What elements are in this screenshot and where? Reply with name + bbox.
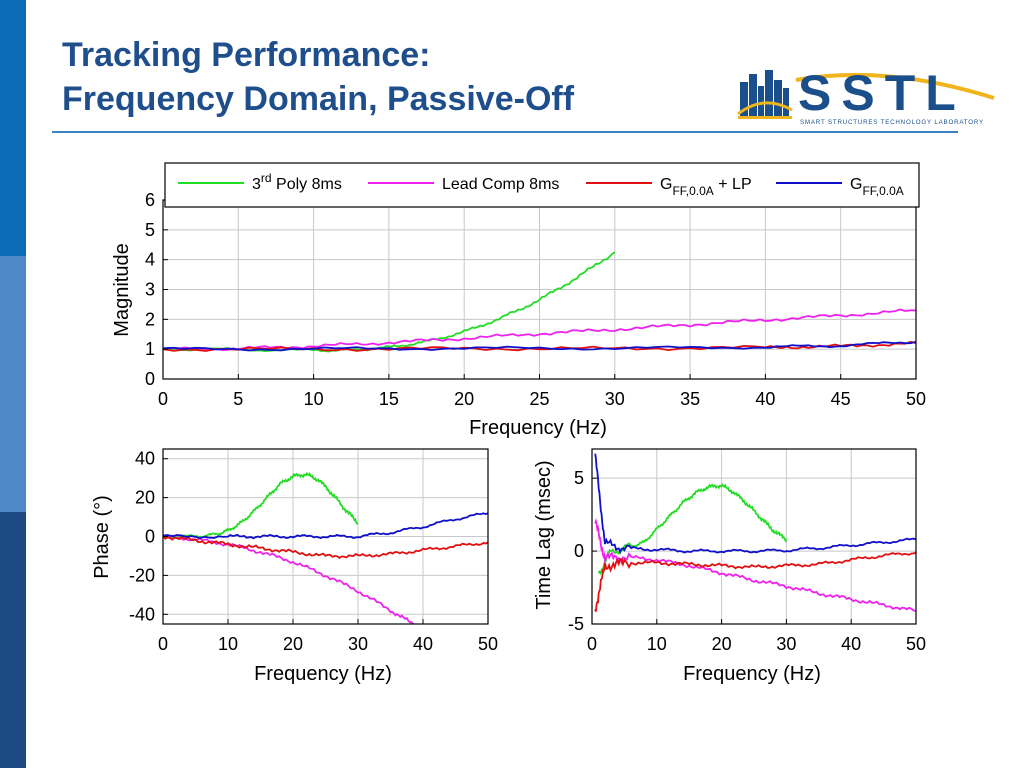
plot-area [592,449,916,624]
slide-title-line-1: Tracking Performance: [62,36,431,74]
sidebar-band-bottom [0,512,26,768]
y-axis-label: Phase (°) [91,495,113,579]
y-tick-label: 40 [135,449,155,469]
series-line-3 [594,551,916,612]
series-line-1 [597,483,788,576]
y-tick-label: 5 [574,468,584,488]
series-line-1 [163,471,359,539]
sidebar-decoration [0,0,26,768]
series-line-3 [163,535,488,559]
x-tick-label: 45 [831,389,851,409]
logo-tagline: SMART STRUCTURES TECHNOLOGY LABORATORY [800,119,984,126]
series-line-4 [163,340,916,352]
legend-box [164,162,920,208]
legend-label-2: Lead Comp 8ms [442,176,559,193]
x-tick-label: 20 [454,389,474,409]
x-tick-label: 30 [605,389,625,409]
y-tick-label: 5 [145,220,155,240]
x-tick-label: 0 [158,634,168,654]
sstl-logo: SSTL SMART STRUCTURES TECHNOLOGY LABORAT… [737,65,995,126]
series-line-2 [163,534,414,624]
x-tick-label: 50 [906,634,926,654]
y-tick-label: 3 [145,280,155,300]
x-tick-label: 40 [755,389,775,409]
legend-label-1: 3rd Poly 8ms [252,171,342,193]
legend-label-3: GFF,0.0A + LP [660,176,752,198]
x-tick-label: 30 [348,634,368,654]
sidebar-band-middle [0,256,26,512]
y-tick-label: 1 [145,339,155,359]
x-tick-label: 0 [158,389,168,409]
x-tick-label: 10 [218,634,238,654]
y-axis-label: Time Lag (msec) [533,460,555,609]
plot-frame [591,448,917,625]
y-tick-label: 0 [145,527,155,547]
x-tick-label: 40 [413,634,433,654]
chart-2: 0 10 20 30 40 50 -40 -20 0 20 40 Frequency (Hz) Phas… [91,448,498,685]
x-tick-label: 10 [304,389,324,409]
skyline-bridge-icon [737,70,793,119]
x-tick-label: 50 [906,389,926,409]
y-tick-label: 0 [145,369,155,389]
slide-title: Tracking Performance: Frequency Domain, … [62,33,574,121]
y-axis-label: Magnitude [111,243,133,336]
x-axis-label: Frequency (Hz) [683,663,821,685]
title-divider [52,131,958,133]
y-tick-label: -40 [129,604,155,624]
x-tick-label: 5 [233,389,243,409]
x-tick-label: 10 [647,634,667,654]
logo-wordmark: SSTL [798,65,966,121]
slide-title-line-2: Frequency Domain, Passive-Off [62,80,575,118]
x-tick-label: 30 [776,634,796,654]
y-tick-label: -5 [568,614,584,634]
x-tick-label: 20 [712,634,732,654]
x-axis-label: Frequency (Hz) [254,663,392,685]
y-tick-label: 6 [145,190,155,210]
chart-legend: 3rd Poly 8ms Lead Comp 8ms GFF,0.0A + LP GF… [164,162,920,208]
x-tick-label: 40 [841,634,861,654]
y-tick-label: 0 [574,541,584,561]
legend-label-4: GFF,0.0A [850,176,904,198]
series-line-4 [163,512,488,540]
sidebar-band-top [0,0,26,256]
x-tick-label: 35 [680,389,700,409]
x-axis-label: Frequency (Hz) [469,417,607,439]
x-tick-label: 0 [587,634,597,654]
x-tick-label: 25 [529,389,549,409]
x-tick-label: 15 [379,389,399,409]
x-tick-label: 50 [478,634,498,654]
series-line-2 [594,517,916,612]
series-line-4 [594,453,916,555]
y-tick-label: -20 [129,565,155,585]
y-tick-label: 20 [135,488,155,508]
y-tick-label: 2 [145,309,155,329]
y-tick-label: 4 [145,250,155,270]
x-tick-label: 20 [283,634,303,654]
